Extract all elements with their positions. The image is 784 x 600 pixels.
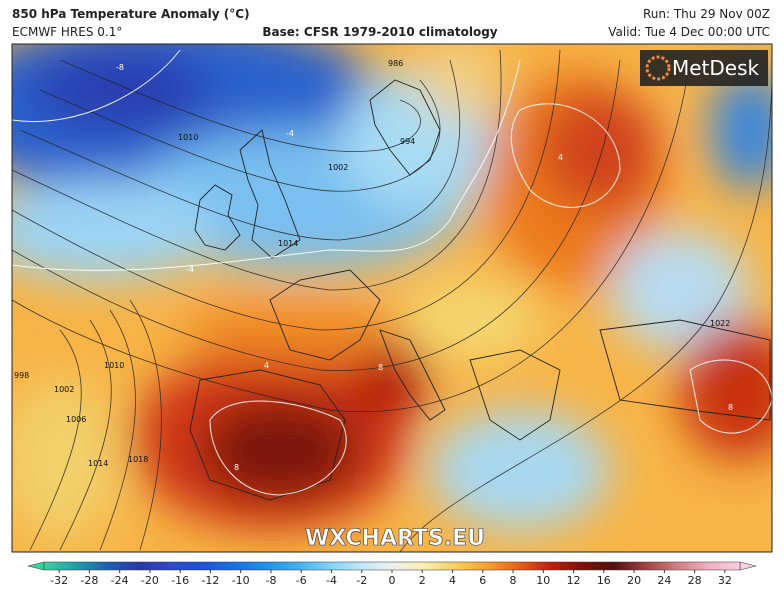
colorbar-tick-label: -4: [326, 574, 337, 587]
colorbar-tick-label: 12: [567, 574, 581, 587]
colorbar-tick-label: -24: [111, 574, 129, 587]
colorbar-end: [739, 561, 757, 571]
isobar-label: 1010: [104, 361, 124, 370]
colorbar-tick-label: -8: [265, 574, 276, 587]
isotherm-label: 8: [378, 363, 383, 372]
valid: Valid: Tue 4 Dec 00:00 UTC: [608, 25, 770, 39]
title: 850 hPa Temperature Anomaly (°C): [12, 7, 250, 21]
isobar-label: 986: [388, 59, 403, 68]
colorbar-tick-label: -12: [201, 574, 219, 587]
isotherm-label: 4: [558, 153, 563, 162]
isobar-label: 1014: [278, 239, 298, 248]
colorbar-tick-label: 32: [718, 574, 732, 587]
isotherm-label: 8: [728, 403, 733, 412]
colorbar-tick-label: 0: [389, 574, 396, 587]
map: 986 994 1002 1010 1014 998 1002 1006 101…: [12, 44, 772, 552]
colorbar-tick-label: 6: [479, 574, 486, 587]
logo: MetDesk: [672, 56, 760, 80]
isobar-label: 1006: [66, 415, 86, 424]
isobar-label: 1002: [328, 163, 348, 172]
colorbar-tick-label: -20: [141, 574, 159, 587]
watermark: WXCHARTS.EU: [305, 526, 485, 551]
map-frame: [11, 43, 773, 553]
colorbar-tick-label: -28: [80, 574, 98, 587]
isobar-label: 994: [400, 137, 415, 146]
logo-icon: [645, 55, 671, 81]
model: ECMWF HRES 0.1°: [12, 25, 122, 39]
colorbar-tick-label: -32: [50, 574, 68, 587]
colorbar-bar: [43, 561, 741, 571]
colorbar-tick-label: -2: [356, 574, 367, 587]
colorbar-tick-label: 20: [627, 574, 641, 587]
colorbar-tick-label: 2: [419, 574, 426, 587]
isotherm-label: -4: [186, 265, 194, 274]
logo-box: [640, 50, 768, 86]
colorbar-tick-label: 4: [449, 574, 456, 587]
isotherm-label: -8: [116, 63, 124, 72]
isotherm-label: 8: [234, 463, 239, 472]
isotherm-label: 4: [264, 361, 269, 370]
colorbar-tick-label: 10: [536, 574, 550, 587]
isobar-label: 1014: [88, 459, 108, 468]
run: Run: Thu 29 Nov 00Z: [643, 7, 770, 21]
colorbar-tick-label: -16: [171, 574, 189, 587]
base: Base: CFSR 1979-2010 climatology: [262, 25, 497, 39]
colorbar-tick-label: -6: [296, 574, 307, 587]
colorbar-tick-label: -10: [232, 574, 250, 587]
colorbar: -32 -28 -24 -20 -16 -12 -10 -8 -6 -4 -2 0 2 4 6 8 10 12 16…: [27, 561, 757, 587]
colorbar-end: [27, 561, 45, 571]
isobar-label: 998: [14, 371, 29, 380]
isobar-label: 1002: [54, 385, 74, 394]
colorbar-tick-label: 8: [510, 574, 517, 587]
colorbar-tick-label: 24: [657, 574, 671, 587]
isobar-label: 1010: [178, 133, 198, 142]
isotherm-label: -4: [286, 129, 294, 138]
isobar-label: 1022: [710, 319, 730, 328]
isobar-label: 1018: [128, 455, 148, 464]
colorbar-tick-label: 28: [688, 574, 702, 587]
colorbar-tick-label: 16: [597, 574, 611, 587]
